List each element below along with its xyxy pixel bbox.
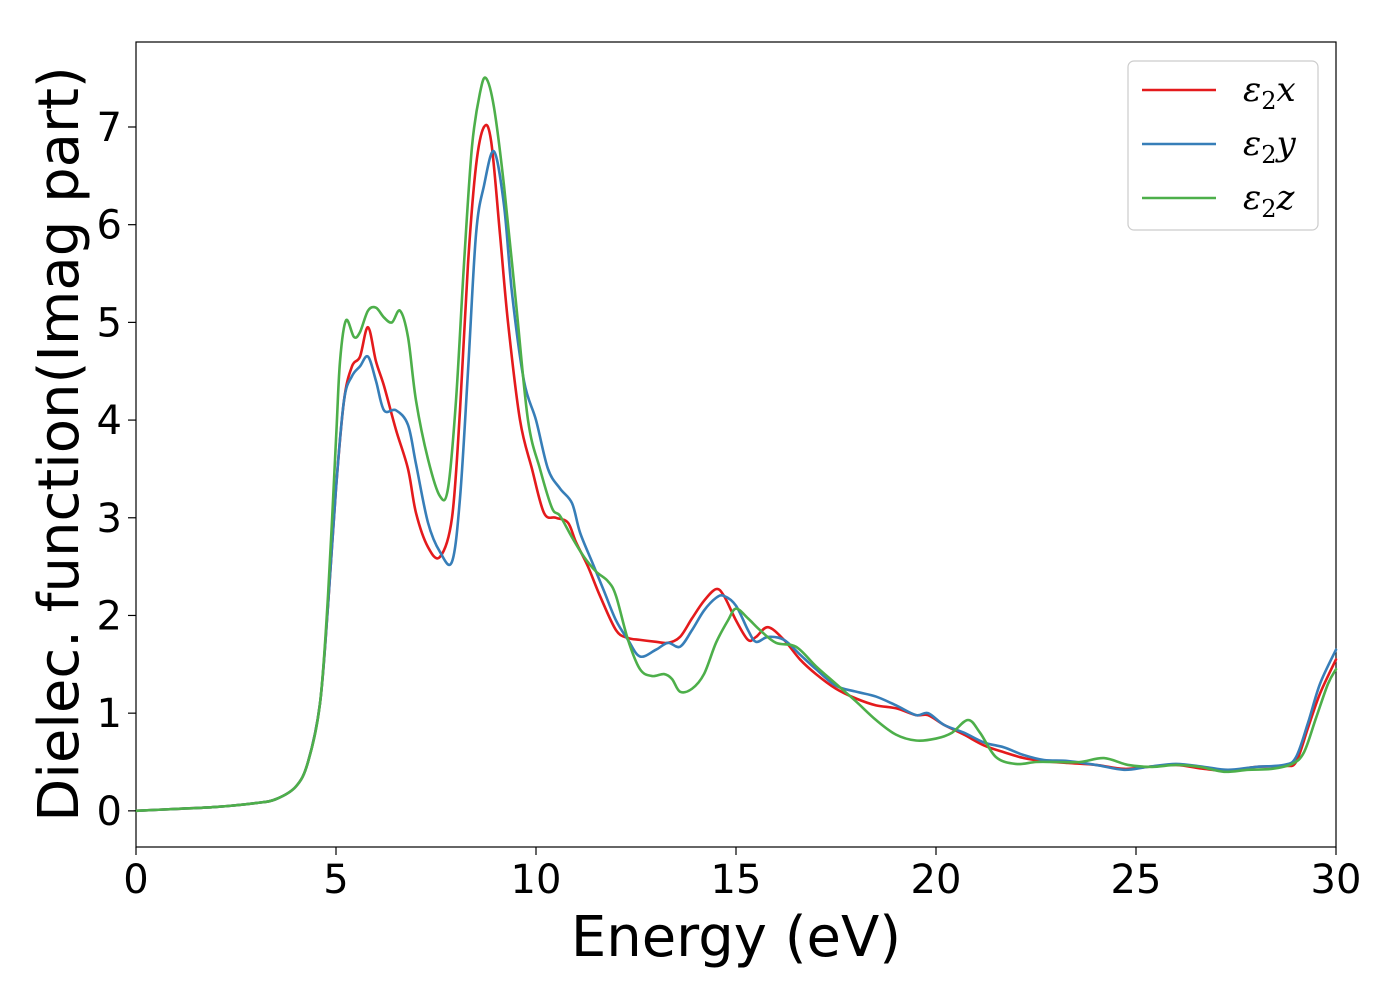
- series-layer: [134, 76, 1338, 813]
- y-tick-label: 0: [97, 789, 122, 835]
- x-tick-label: 5: [323, 857, 348, 903]
- x-tick-label: 20: [911, 857, 962, 903]
- x-tick-label: 10: [511, 857, 562, 903]
- y-tick-label: 1: [97, 691, 122, 737]
- x-tick-label: 0: [123, 857, 148, 903]
- x-tick-label: 15: [711, 857, 762, 903]
- y-tick-label: 3: [97, 496, 122, 542]
- y-axis-label: Dielec. function(Imag part): [27, 66, 92, 822]
- x-axis: 0 5 10 15 20 25 30: [123, 847, 1361, 903]
- y-tick-label: 7: [97, 105, 122, 151]
- y-tick-label: 2: [97, 593, 122, 639]
- x-tick-label: 30: [1311, 857, 1362, 903]
- legend-label-z: ε2z: [1243, 178, 1296, 223]
- series-line-z: [134, 76, 1338, 813]
- x-tick-label: 25: [1111, 857, 1162, 903]
- y-tick-label: 4: [97, 398, 122, 444]
- legend-frame: [1127, 60, 1319, 231]
- y-axis: 0 1 2 3 4 5 6 7: [97, 105, 136, 835]
- y-tick-label: 6: [97, 203, 122, 249]
- legend-label-x: ε2x: [1243, 70, 1296, 115]
- legend-label-y: ε2y: [1243, 124, 1297, 169]
- legend: ε2x ε2y ε2z: [1127, 60, 1319, 231]
- y-tick-label: 5: [97, 300, 122, 346]
- x-axis-label: Energy (eV): [571, 905, 901, 970]
